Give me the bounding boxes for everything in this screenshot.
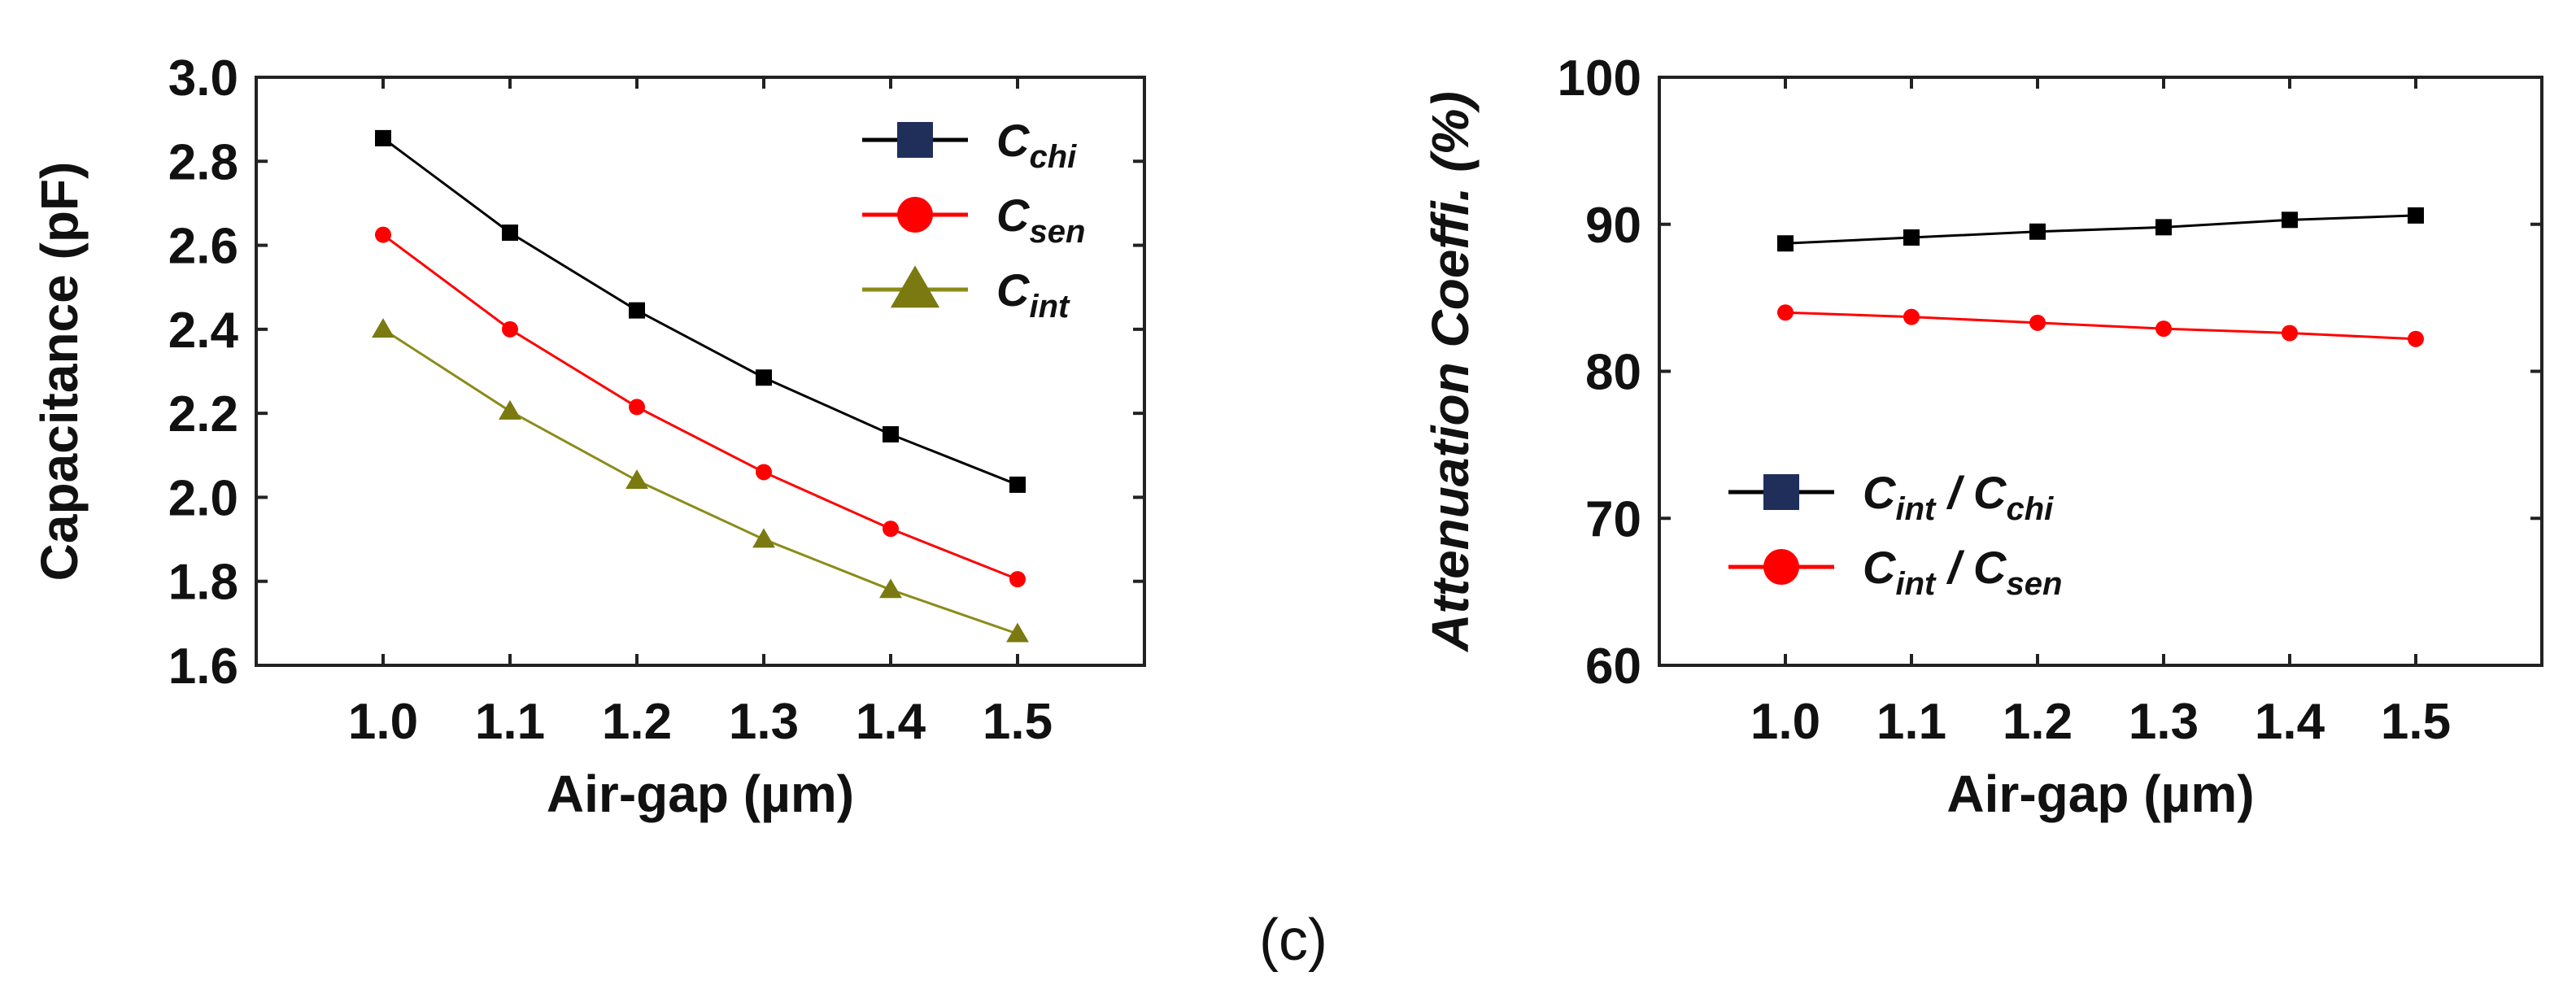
data-point (1009, 571, 1026, 588)
data-point (2408, 330, 2424, 347)
legend-marker (1763, 549, 1799, 585)
series-line-c-int-c-sen (1785, 311, 2417, 341)
y-tick-label: 2.4 (168, 303, 239, 359)
x-tick-label: 1.2 (2003, 694, 2073, 750)
figure-caption: (c) (1259, 908, 1327, 973)
legend-label: Cint / Csen (1863, 542, 2062, 602)
series-line-c-sen (382, 233, 1018, 581)
data-point (879, 578, 902, 599)
data-point (2029, 223, 2046, 240)
series-line-c-chi (382, 137, 1018, 486)
x-tick-label: 1.4 (856, 694, 926, 750)
data-point (1006, 622, 1029, 643)
y-tick-label: 1.6 (168, 638, 238, 695)
y-tick-label: 80 (1585, 345, 1641, 401)
data-point (625, 469, 648, 490)
x-tick-label: 1.4 (2255, 694, 2325, 750)
y-axis-title: Attenuation Coeffi. (%) (1421, 91, 1480, 653)
data-point (756, 369, 772, 386)
data-point (629, 399, 645, 416)
data-point (502, 320, 518, 338)
x-tick-label: 1.0 (1750, 694, 1820, 750)
data-point (1903, 308, 1920, 325)
y-tick-label: 2.0 (168, 470, 238, 526)
series-line-c-int-c-chi (1785, 214, 2417, 245)
legend-label: Cint / Cchi (1863, 467, 2054, 527)
y-tick-label: 2.8 (168, 134, 238, 190)
x-tick-label: 1.3 (2129, 694, 2199, 750)
data-point (375, 129, 391, 146)
legend-marker (897, 122, 933, 158)
data-point (756, 464, 772, 481)
legend-marker (1763, 474, 1799, 510)
x-axis-title: Air-gap (µm) (547, 765, 854, 823)
y-tick-label: 70 (1585, 491, 1641, 547)
data-point (883, 425, 899, 442)
legend-label: Csen (996, 190, 1085, 250)
data-point (499, 399, 521, 420)
x-tick-label: 1.3 (729, 694, 799, 750)
x-axis-title: Air-gap (µm) (1946, 765, 2254, 823)
plot-frame (255, 76, 1146, 667)
data-point (1777, 304, 1794, 321)
data-point (2282, 325, 2298, 342)
capacitance-chart: 1.6 1.8 2.0 2.2 2.4 2.6 2.8 3.0 1.0 1.1 1.2 1.3 1.4 1… (30, 50, 1146, 823)
data-point (2408, 207, 2424, 224)
data-point (2282, 211, 2298, 229)
data-point (883, 521, 899, 538)
data-point (372, 318, 394, 338)
y-tick-label: 90 (1585, 198, 1641, 254)
data-point (375, 226, 391, 243)
y-tick-label: 2.2 (168, 386, 238, 442)
legend-label: Cchi (996, 115, 1077, 175)
legend-label: Cint (996, 264, 1070, 325)
y-tick-label: 2.6 (168, 219, 238, 275)
data-point (1903, 229, 1920, 246)
data-point (2029, 314, 2046, 331)
y-axis-title: Capacitance (pF) (30, 162, 89, 582)
y-tick-label: 100 (1558, 50, 1641, 107)
x-tick-label: 1.5 (2381, 694, 2451, 750)
data-point (1009, 476, 1026, 493)
x-tick-label: 1.5 (983, 694, 1053, 750)
y-tick-label: 3.0 (168, 50, 238, 107)
attenuation-chart: 60 70 80 90 100 1.0 1.1 1.2 1.3 1.4 1.5 Air-gap (µm… (1421, 50, 2543, 823)
y-tick-label: 60 (1585, 638, 1641, 695)
x-tick-label: 1.2 (602, 694, 672, 750)
x-tick-label: 1.1 (1876, 694, 1946, 750)
legend-marker (897, 197, 933, 233)
data-point (2155, 219, 2172, 236)
data-point (752, 528, 775, 548)
x-tick-label: 1.0 (348, 694, 418, 750)
data-point (2155, 320, 2172, 338)
y-tick-label: 1.8 (168, 555, 238, 611)
data-point (502, 224, 518, 242)
series-line-c-int (382, 328, 1018, 635)
data-point (629, 302, 645, 319)
data-point (1777, 235, 1794, 252)
x-tick-label: 1.1 (475, 694, 545, 750)
legend-marker (890, 265, 940, 308)
